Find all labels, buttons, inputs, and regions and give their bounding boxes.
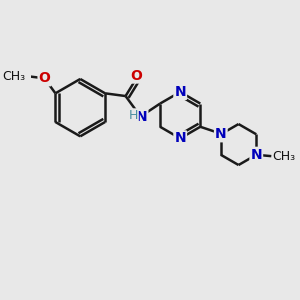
- Text: N: N: [174, 85, 186, 99]
- Text: H: H: [129, 109, 138, 122]
- Text: N: N: [215, 127, 226, 141]
- Text: N: N: [174, 131, 186, 146]
- Text: O: O: [130, 69, 142, 82]
- Text: N: N: [250, 148, 262, 162]
- Text: N: N: [136, 110, 148, 124]
- Text: O: O: [38, 71, 50, 85]
- Text: CH₃: CH₃: [2, 70, 26, 83]
- Text: CH₃: CH₃: [273, 150, 296, 163]
